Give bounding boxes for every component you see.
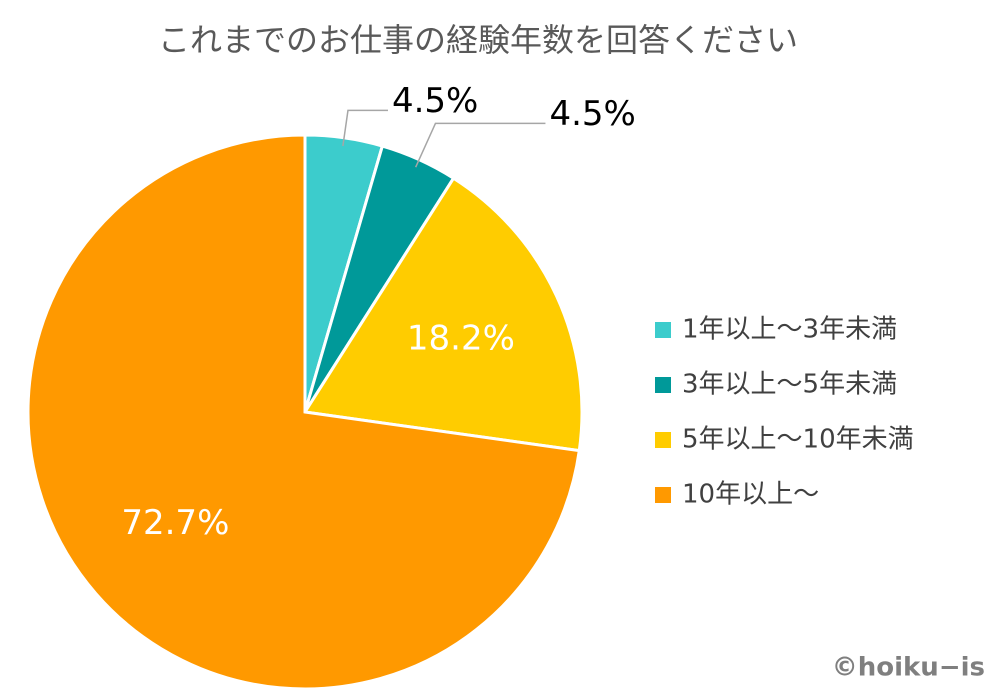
legend-swatch [655, 322, 671, 338]
pie-slice [26, 133, 581, 691]
legend-label: 1年以上～3年未満 [682, 315, 897, 345]
leader-line [342, 109, 388, 147]
legend-swatch [655, 377, 671, 393]
legend-swatch [655, 432, 671, 448]
data-label: 4.5% [549, 94, 635, 134]
pie-slice [302, 176, 584, 453]
legend-swatch [655, 487, 671, 503]
legend-label: 3年以上～5年未満 [682, 370, 897, 400]
data-label: 72.7% [121, 503, 229, 543]
legend-label: 5年以上～10年未満 [682, 425, 914, 455]
legend-label: 10年以上～ [682, 480, 819, 510]
data-label: 4.5% [392, 81, 478, 121]
data-label: 18.2% [407, 319, 515, 359]
chart-title: これまでのお仕事の経験年数を回答ください [158, 21, 798, 59]
credit: ©hoiku−is [832, 653, 985, 683]
leader-line [414, 122, 546, 168]
